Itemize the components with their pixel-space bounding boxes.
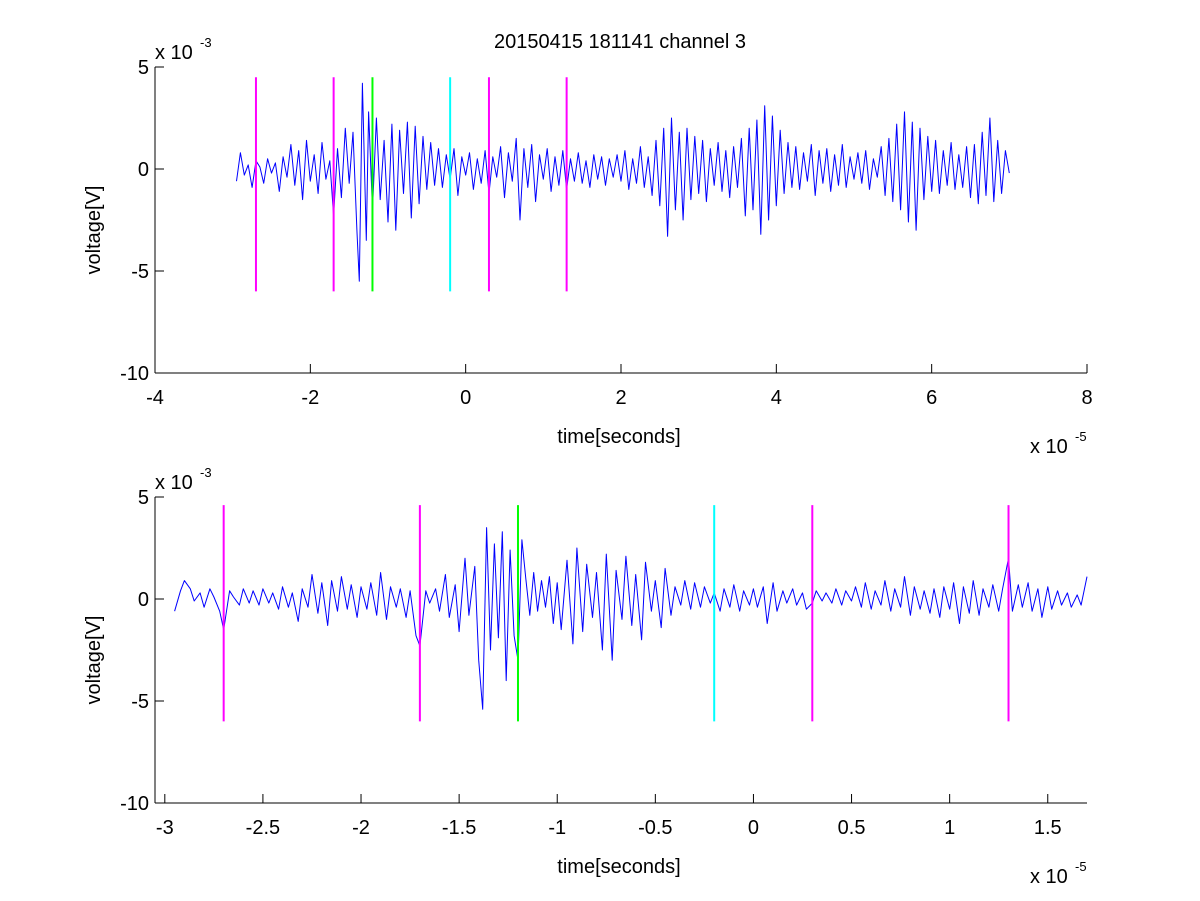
- x-tick-label: 1: [944, 817, 955, 839]
- y-exponent-superscript: -3: [200, 35, 212, 50]
- x-tick-label: -1: [548, 817, 566, 839]
- y-tick-label: -10: [120, 363, 149, 385]
- x-tick-label: -0.5: [638, 817, 672, 839]
- y-exponent-label: x 10: [155, 42, 193, 64]
- x-exponent-label: x 10: [1030, 436, 1068, 458]
- x-tick-label: -2: [301, 387, 319, 409]
- x-tick-label: 0.5: [838, 817, 866, 839]
- x-tick-label: -3: [156, 817, 174, 839]
- x-exponent-superscript: -5: [1075, 429, 1087, 444]
- y-axis-label: voltage[V]: [83, 186, 105, 275]
- x-axis-label: time[seconds]: [557, 856, 680, 878]
- voltage-trace: [174, 527, 1088, 710]
- x-tick-label: 0: [748, 817, 759, 839]
- x-axis-label: time[seconds]: [557, 426, 680, 448]
- y-tick-label: 5: [138, 487, 149, 509]
- x-tick-label: -2: [352, 817, 370, 839]
- bottom-plot: -3 -2.5 -2 -1.5 -1 -0.5 0 0.5 1 1.5 -10 -5 0 5 time[se…: [83, 465, 1088, 888]
- x-tick-label: -4: [146, 387, 164, 409]
- figure-title: 20150415 181141 channel 3: [494, 31, 746, 53]
- y-tick-label: -5: [131, 261, 149, 283]
- x-tick-label: -2.5: [246, 817, 280, 839]
- x-tick-label: 0: [460, 387, 471, 409]
- y-exponent-label: x 10: [155, 472, 193, 494]
- y-tick-label: 5: [138, 57, 149, 79]
- x-tick-label: 1.5: [1034, 817, 1062, 839]
- x-exponent-label: x 10: [1030, 866, 1068, 888]
- x-tick-label: 6: [926, 387, 937, 409]
- top-plot: -4 -2 0 2 4 6 8 -10 -5 0 5 time[seconds] voltage[V] x…: [83, 35, 1093, 458]
- x-tick-label: 4: [771, 387, 782, 409]
- y-tick-label: 0: [138, 159, 149, 181]
- voltage-trace: [236, 82, 1010, 282]
- y-tick-label: 0: [138, 589, 149, 611]
- y-exponent-superscript: -3: [200, 465, 212, 480]
- x-tick-label: 2: [615, 387, 626, 409]
- x-tick-label: 8: [1081, 387, 1092, 409]
- x-tick-label: -1.5: [442, 817, 476, 839]
- y-tick-label: -10: [120, 793, 149, 815]
- x-exponent-superscript: -5: [1075, 859, 1087, 874]
- y-tick-label: -5: [131, 691, 149, 713]
- y-axis-label: voltage[V]: [83, 616, 105, 705]
